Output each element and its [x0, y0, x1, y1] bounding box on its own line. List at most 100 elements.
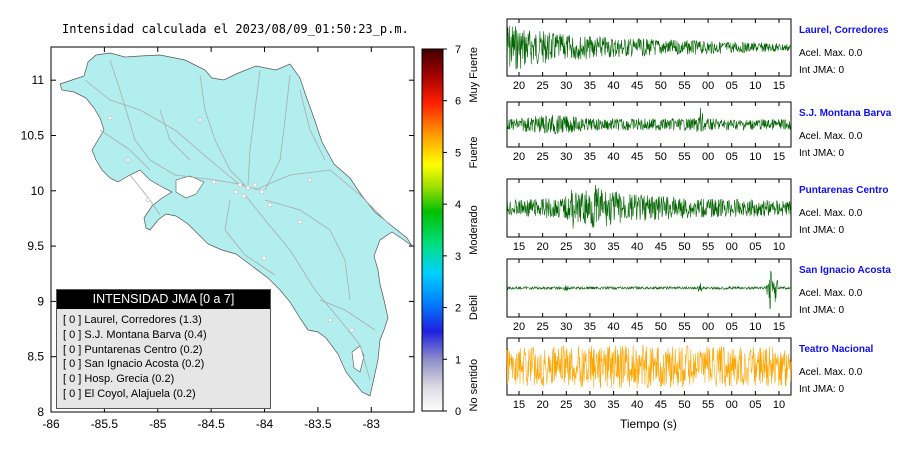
- waveform-tick-label: 20: [513, 80, 525, 92]
- waveform-tick-label: 40: [607, 80, 619, 92]
- waveform-tick-label: 55: [678, 80, 690, 92]
- legend-item: [ 0 ] San Ignacio Acosta (0.2): [63, 358, 205, 371]
- waveform-tick-label: 10: [749, 151, 761, 163]
- waveform-tick-label: 00: [726, 241, 738, 253]
- waveform-tick-label: 45: [631, 80, 643, 92]
- intensity-legend: INTENSIDAD JMA [0 a 7] [ 0 ] Laurel, Cor…: [56, 289, 271, 409]
- waveform-tick-label: 30: [560, 321, 572, 333]
- waveform-tick-label: 35: [607, 241, 619, 253]
- station-name: Puntarenas Centro: [799, 185, 889, 196]
- waveform-panel: 15 20 25 30 35 40 45 50 55 00 05 10: [506, 178, 792, 253]
- station-name: Laurel, Corredores: [799, 25, 889, 36]
- station-jma-intensity: Int JMA: 0: [799, 225, 845, 236]
- waveform-tick-label: 05: [726, 80, 738, 92]
- waveform-tick-label: 55: [702, 241, 714, 253]
- station-max-accel: Acel. Max. 0.0: [799, 208, 863, 219]
- waveform-tick-label: 55: [678, 321, 690, 333]
- waveform-tick-label: 05: [749, 399, 761, 411]
- waveform-trace: [506, 107, 792, 135]
- waveform-panel: 15 20 25 30 35 40 45 50 55 00 05 10: [506, 337, 792, 411]
- station-jma-intensity: Int JMA: 0: [799, 65, 845, 76]
- waveform-panel: 20 25 30 35 40 45 50 55 00 05 10 15: [506, 258, 792, 333]
- waveform-tick-label: 50: [655, 80, 667, 92]
- station-max-accel: Acel. Max. 0.0: [799, 288, 863, 299]
- waveform-tick-label: 00: [726, 399, 738, 411]
- waveform-tick-label: 20: [537, 241, 549, 253]
- waveform-tick-label: 15: [773, 80, 785, 92]
- waveform-tick-label: 40: [631, 399, 643, 411]
- station-name: Teatro Nacional: [799, 344, 874, 355]
- waveform-tick-label: 25: [537, 321, 549, 333]
- land-shape: [59, 52, 413, 397]
- waveform-tick-label: 25: [560, 241, 572, 253]
- waveform-tick-label: 50: [678, 399, 690, 411]
- waveform-trace: [506, 25, 792, 70]
- waveform-tick-label: 15: [773, 151, 785, 163]
- station-jma-intensity: Int JMA: 0: [799, 305, 845, 316]
- station-max-accel: Acel. Max. 0.0: [799, 367, 863, 378]
- waveform-tick-label: 15: [773, 321, 785, 333]
- x-axis-label: Tiempo (s): [620, 417, 677, 431]
- waveform-tick-label: 15: [513, 399, 525, 411]
- waveform-tick-label: 10: [773, 399, 785, 411]
- legend-title: INTENSIDAD JMA [0 a 7]: [57, 290, 270, 309]
- station-name: San Ignacio Acosta: [799, 265, 891, 276]
- waveform-tick-label: 55: [678, 151, 690, 163]
- waveform-tick-label: 50: [678, 241, 690, 253]
- golfo-dulce-shape: [351, 345, 365, 373]
- waveform-tick-label: 25: [560, 399, 572, 411]
- waveform-tick-label: 30: [584, 241, 596, 253]
- station-max-accel: Acel. Max. 0.0: [799, 48, 863, 59]
- legend-item: [ 0 ] Laurel, Corredores (1.3): [63, 314, 202, 326]
- waveform-tick-label: 25: [537, 80, 549, 92]
- waveform-tick-label: 00: [702, 80, 714, 92]
- waveform-tick-label: 20: [513, 151, 525, 163]
- waveform-tick-label: 35: [584, 151, 596, 163]
- legend-list: [ 0 ] Laurel, Corredores (1.3) [ 0 ] S.J.…: [57, 309, 270, 402]
- waveform-tick-label: 30: [584, 399, 596, 411]
- waveform-tick-label: 50: [655, 321, 667, 333]
- waveform-tick-label: 15: [513, 241, 525, 253]
- waveform-tick-label: 45: [655, 399, 667, 411]
- waveform-tick-label: 30: [560, 151, 572, 163]
- map-title: Intensidad calculada el 2023/08/09_01:50…: [62, 22, 409, 36]
- waveform-tick-label: 20: [513, 321, 525, 333]
- waveform-tick-label: 40: [607, 321, 619, 333]
- waveform-panel: 20 25 30 35 40 45 50 55 00 05 10 15: [506, 101, 792, 163]
- waveform-tick-label: 45: [631, 321, 643, 333]
- waveform-tick-label: 10: [749, 321, 761, 333]
- waveform-tick-label: 30: [560, 80, 572, 92]
- waveform-tick-label: 45: [631, 151, 643, 163]
- waveform-tick-label: 20: [537, 399, 549, 411]
- waveform-tick-label: 45: [655, 241, 667, 253]
- station-max-accel: Acel. Max. 0.0: [799, 131, 863, 142]
- waveform-tick-label: 50: [655, 151, 667, 163]
- station-jma-intensity: Int JMA: 0: [799, 148, 845, 159]
- waveform-tick-label: 25: [537, 151, 549, 163]
- waveform-tick-label: 35: [607, 399, 619, 411]
- city-points: [107, 115, 355, 333]
- legend-item: [ 0 ] El Coyol, Alajuela (0.2): [63, 387, 196, 400]
- station-name: S.J. Montana Barva: [799, 108, 892, 119]
- waveform-trace: [506, 184, 792, 229]
- waveform-tick-label: 05: [726, 151, 738, 163]
- waveform-tick-label: 35: [584, 321, 596, 333]
- waveform-panel: 20 25 30 35 40 45 50 55 00 05 10 15: [506, 18, 792, 92]
- waveform-tick-label: 55: [702, 399, 714, 411]
- waveform-tick-label: 40: [631, 241, 643, 253]
- waveform-tick-label: 00: [702, 151, 714, 163]
- waveform-tick-label: 10: [773, 241, 785, 253]
- waveform-tick-label: 05: [749, 241, 761, 253]
- legend-item: [ 0 ] Hosp. Grecia (0.2): [63, 373, 175, 386]
- waveform-tick-label: 00: [702, 321, 714, 333]
- waveform-tick-label: 05: [726, 321, 738, 333]
- waveform-tick-label: 35: [584, 80, 596, 92]
- waveform-tick-label: 10: [749, 80, 761, 92]
- waveform-trace: [506, 344, 792, 389]
- waveform-tick-label: 40: [607, 151, 619, 163]
- gulf-shape: [175, 175, 205, 199]
- legend-item: [ 0 ] S.J. Montana Barva (0.4): [63, 328, 207, 341]
- legend-item: [ 0 ] Puntarenas Centro (0.2): [63, 343, 203, 356]
- station-jma-intensity: Int JMA: 0: [799, 384, 845, 395]
